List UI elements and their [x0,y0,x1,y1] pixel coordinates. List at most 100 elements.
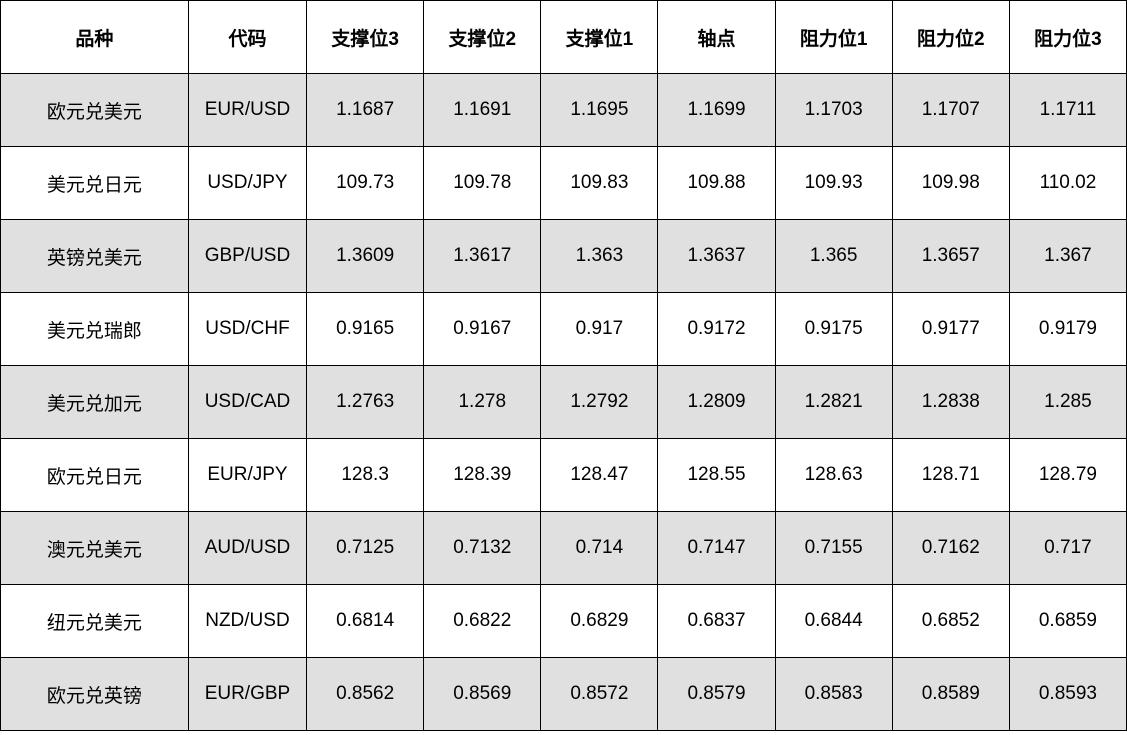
cell-s3: 128.3 [307,439,424,512]
cell-code: USD/JPY [188,147,306,220]
table-row: 美元兑加元 USD/CAD 1.2763 1.278 1.2792 1.2809… [1,366,1127,439]
cell-r3: 0.717 [1009,512,1126,585]
cell-s3: 1.1687 [307,74,424,147]
cell-pivot: 1.2809 [658,366,775,439]
cell-s1: 1.1695 [541,74,658,147]
col-header-name: 品种 [1,1,189,74]
cell-s1: 109.83 [541,147,658,220]
cell-pivot: 1.3637 [658,220,775,293]
cell-r1: 0.6844 [775,585,892,658]
cell-r2: 1.2838 [892,366,1009,439]
cell-r1: 128.63 [775,439,892,512]
cell-s3: 0.9165 [307,293,424,366]
cell-s1: 0.6829 [541,585,658,658]
forex-pivot-table: 品种 代码 支撑位3 支撑位2 支撑位1 轴点 阻力位1 阻力位2 阻力位3 欧… [0,0,1127,731]
cell-s3: 0.6814 [307,585,424,658]
cell-s1: 128.47 [541,439,658,512]
cell-pivot: 1.1699 [658,74,775,147]
cell-code: EUR/GBP [188,658,306,731]
cell-pivot: 0.7147 [658,512,775,585]
cell-code: USD/CHF [188,293,306,366]
cell-code: GBP/USD [188,220,306,293]
cell-s2: 0.8569 [424,658,541,731]
col-header-s2: 支撑位2 [424,1,541,74]
cell-name: 美元兑日元 [1,147,189,220]
cell-s2: 1.1691 [424,74,541,147]
table-header-row: 品种 代码 支撑位3 支撑位2 支撑位1 轴点 阻力位1 阻力位2 阻力位3 [1,1,1127,74]
table-row: 澳元兑美元 AUD/USD 0.7125 0.7132 0.714 0.7147… [1,512,1127,585]
cell-r3: 0.6859 [1009,585,1126,658]
cell-name: 美元兑瑞郎 [1,293,189,366]
cell-r2: 0.9177 [892,293,1009,366]
cell-name: 欧元兑日元 [1,439,189,512]
cell-s1: 1.363 [541,220,658,293]
table-row: 英镑兑美元 GBP/USD 1.3609 1.3617 1.363 1.3637… [1,220,1127,293]
cell-s1: 0.714 [541,512,658,585]
cell-code: AUD/USD [188,512,306,585]
cell-pivot: 128.55 [658,439,775,512]
cell-s2: 109.78 [424,147,541,220]
cell-r1: 1.1703 [775,74,892,147]
cell-name: 纽元兑美元 [1,585,189,658]
cell-s2: 0.7132 [424,512,541,585]
cell-s3: 0.7125 [307,512,424,585]
cell-s1: 0.8572 [541,658,658,731]
cell-s2: 0.9167 [424,293,541,366]
cell-name: 美元兑加元 [1,366,189,439]
table-row: 纽元兑美元 NZD/USD 0.6814 0.6822 0.6829 0.683… [1,585,1127,658]
col-header-s3: 支撑位3 [307,1,424,74]
cell-s3: 0.8562 [307,658,424,731]
cell-r2: 0.7162 [892,512,1009,585]
cell-pivot: 109.88 [658,147,775,220]
cell-r1: 109.93 [775,147,892,220]
cell-r2: 109.98 [892,147,1009,220]
cell-pivot: 0.9172 [658,293,775,366]
table-row: 欧元兑日元 EUR/JPY 128.3 128.39 128.47 128.55… [1,439,1127,512]
cell-name: 欧元兑英镑 [1,658,189,731]
table-row: 欧元兑英镑 EUR/GBP 0.8562 0.8569 0.8572 0.857… [1,658,1127,731]
table-row: 美元兑日元 USD/JPY 109.73 109.78 109.83 109.8… [1,147,1127,220]
col-header-pivot: 轴点 [658,1,775,74]
cell-r3: 1.367 [1009,220,1126,293]
cell-s2: 128.39 [424,439,541,512]
cell-code: NZD/USD [188,585,306,658]
cell-s3: 1.3609 [307,220,424,293]
cell-r1: 1.365 [775,220,892,293]
cell-r3: 128.79 [1009,439,1126,512]
cell-code: USD/CAD [188,366,306,439]
cell-r1: 0.7155 [775,512,892,585]
cell-s2: 0.6822 [424,585,541,658]
cell-s2: 1.3617 [424,220,541,293]
cell-r3: 0.9179 [1009,293,1126,366]
cell-code: EUR/JPY [188,439,306,512]
table-row: 美元兑瑞郎 USD/CHF 0.9165 0.9167 0.917 0.9172… [1,293,1127,366]
cell-name: 澳元兑美元 [1,512,189,585]
col-header-s1: 支撑位1 [541,1,658,74]
cell-s1: 0.917 [541,293,658,366]
cell-r3: 1.1711 [1009,74,1126,147]
cell-code: EUR/USD [188,74,306,147]
cell-r1: 0.9175 [775,293,892,366]
cell-r3: 1.285 [1009,366,1126,439]
cell-pivot: 0.8579 [658,658,775,731]
cell-pivot: 0.6837 [658,585,775,658]
cell-r3: 0.8593 [1009,658,1126,731]
col-header-r2: 阻力位2 [892,1,1009,74]
cell-s3: 109.73 [307,147,424,220]
col-header-r1: 阻力位1 [775,1,892,74]
cell-name: 英镑兑美元 [1,220,189,293]
cell-r1: 1.2821 [775,366,892,439]
cell-r2: 128.71 [892,439,1009,512]
table-row: 欧元兑美元 EUR/USD 1.1687 1.1691 1.1695 1.169… [1,74,1127,147]
cell-r2: 0.8589 [892,658,1009,731]
col-header-r3: 阻力位3 [1009,1,1126,74]
cell-s1: 1.2792 [541,366,658,439]
cell-r3: 110.02 [1009,147,1126,220]
cell-s2: 1.278 [424,366,541,439]
table-body: 欧元兑美元 EUR/USD 1.1687 1.1691 1.1695 1.169… [1,74,1127,731]
cell-name: 欧元兑美元 [1,74,189,147]
cell-r2: 1.3657 [892,220,1009,293]
col-header-code: 代码 [188,1,306,74]
cell-s3: 1.2763 [307,366,424,439]
cell-r1: 0.8583 [775,658,892,731]
